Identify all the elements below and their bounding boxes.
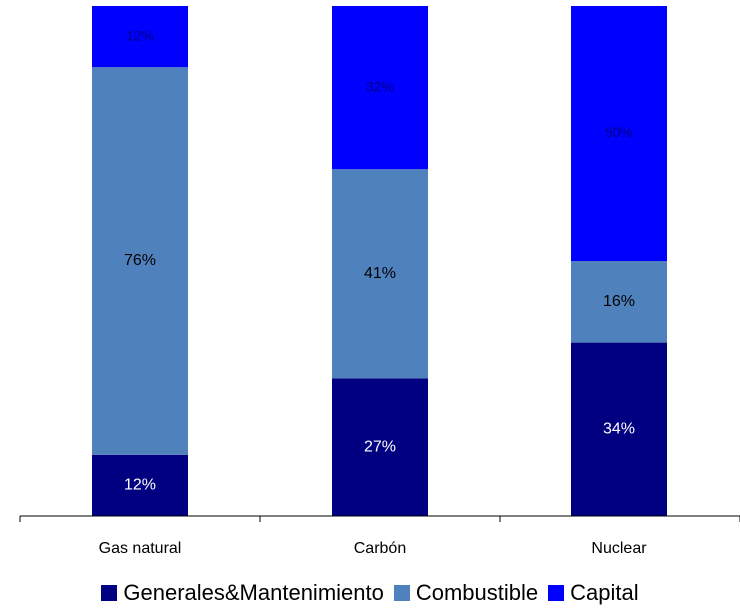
x-axis-ticks xyxy=(19,516,740,522)
bar-carb-n-capital xyxy=(332,6,428,170)
bars-group xyxy=(92,6,667,516)
data-label-nuclear-generales-mantenimiento: 34% xyxy=(603,421,635,438)
legend-swatch-capital xyxy=(548,585,565,601)
bar-carb-n-combustible xyxy=(332,169,428,379)
legend-label-generales: Generales&Mantenimiento xyxy=(123,580,384,605)
data-label-carb-n-capital: 32% xyxy=(366,78,394,94)
bar-carb-n-generales-mantenimiento xyxy=(332,378,428,516)
x-tick-label-carb-n: Carbón xyxy=(354,540,406,557)
legend-item-generales: Generales&Mantenimiento xyxy=(101,580,384,606)
data-labels-group: 12% 76% 12% 27% 41% 32% 34% 16% 50% xyxy=(124,27,635,493)
x-tick-label-nuclear: Nuclear xyxy=(591,540,647,557)
data-label-gas-natural-combustible: 76% xyxy=(124,252,156,269)
legend: Generales&Mantenimiento Combustible Capi… xyxy=(0,580,740,606)
bar-nuclear-combustible xyxy=(571,261,667,343)
data-label-gas-natural-capital: 12% xyxy=(126,27,154,43)
data-label-nuclear-combustible: 16% xyxy=(603,293,635,310)
data-label-nuclear-capital: 50% xyxy=(605,124,633,140)
data-label-carb-n-combustible: 41% xyxy=(364,265,396,282)
legend-label-combustible: Combustible xyxy=(415,580,539,605)
legend-item-capital: Capital xyxy=(548,580,639,606)
legend-label-capital: Capital xyxy=(570,580,639,605)
legend-swatch-combustible xyxy=(393,585,410,601)
data-label-carb-n-generales-mantenimiento: 27% xyxy=(364,438,396,455)
x-axis-tick-labels: Gas natural Carbón Nuclear xyxy=(99,540,648,557)
data-label-gas-natural-generales-mantenimiento: 12% xyxy=(124,477,156,494)
legend-item-combustible: Combustible xyxy=(393,580,539,606)
bar-gas-natural-capital xyxy=(92,6,188,68)
x-tick-label-gas-natural: Gas natural xyxy=(99,540,182,557)
legend-swatch-generales xyxy=(101,585,118,601)
bar-gas-natural-combustible xyxy=(92,67,188,455)
bar-gas-natural-generales-mantenimiento xyxy=(92,454,188,516)
bar-nuclear-generales-mantenimiento xyxy=(571,342,667,516)
bar-nuclear-capital xyxy=(571,6,667,261)
